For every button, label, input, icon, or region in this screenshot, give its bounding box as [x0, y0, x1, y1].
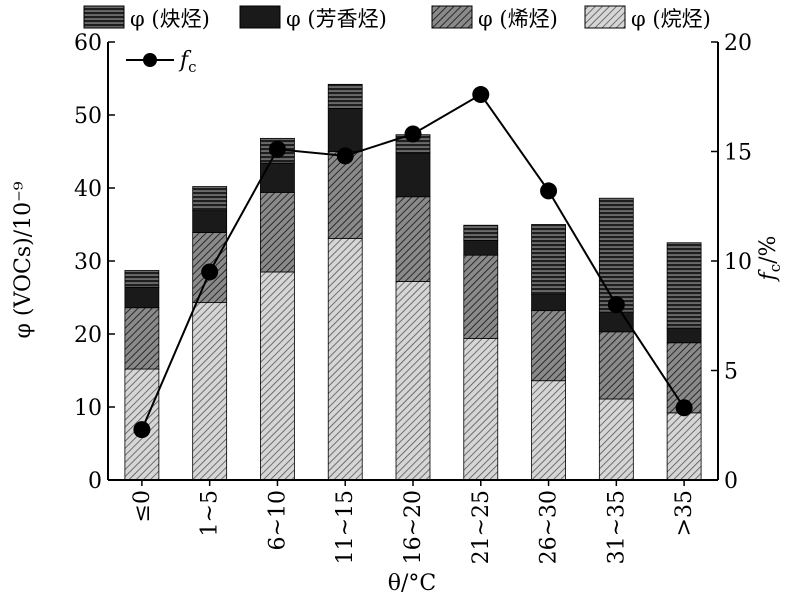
- x-axis-label: θ/°C: [388, 571, 437, 596]
- legend-label-aromatic: φ (芳香烃): [286, 7, 387, 31]
- y2-tick-label: 0: [724, 469, 738, 494]
- fc-point-1: [201, 263, 219, 281]
- y-tick-label: 10: [74, 396, 102, 421]
- legend-label-alkyne: φ (炔烃): [130, 7, 210, 31]
- y-tick-label: 20: [74, 323, 102, 348]
- legend-label-alkane: φ (烷烃): [631, 7, 711, 31]
- bar-segment-2-4: [395, 152, 431, 198]
- x-tick-label: 26~30: [537, 490, 562, 564]
- x-tick-label: 16~20: [401, 490, 426, 564]
- fc-point-7: [607, 296, 625, 314]
- bar-segment-0-4: [395, 281, 431, 481]
- bar-segment-1-2: [260, 191, 295, 273]
- bar-segment-2-6: [531, 294, 566, 312]
- x-tick-label: 31~35: [604, 490, 629, 564]
- bar-segment-2-2: [260, 162, 295, 193]
- bar-segment-2-5: [463, 240, 499, 256]
- bar-segment-2-3: [327, 108, 363, 152]
- bar-segment-1-7: [598, 331, 634, 400]
- bar-segment-1-0: [124, 307, 160, 370]
- legend-swatch-aromatic: [239, 5, 281, 29]
- y-tick-label: 50: [74, 104, 102, 129]
- x-tick-label: 21~25: [469, 490, 494, 564]
- y2-axis-label: fc/%: [756, 236, 784, 283]
- bar-segment-1-4: [395, 196, 431, 282]
- y2-tick-label: 15: [724, 141, 752, 166]
- fc-point-4: [404, 125, 422, 143]
- bar-segment-0-2: [260, 271, 295, 481]
- y-tick-label: 60: [74, 31, 102, 56]
- y-tick-label: 0: [88, 469, 102, 494]
- bar-segment-3-5: [463, 224, 499, 241]
- bar-segment-3-0: [124, 270, 160, 288]
- bar-segment-3-6: [531, 224, 566, 295]
- y2-tick-label: 20: [724, 31, 752, 56]
- y2-tick-label: 5: [724, 360, 738, 385]
- bar-segment-2-0: [124, 286, 160, 309]
- y-tick-label: 30: [74, 250, 102, 275]
- bar-segment-1-5: [463, 254, 499, 339]
- legend-swatch-alkane: [584, 5, 626, 29]
- legend-swatch-alkene: [431, 5, 473, 29]
- line-legend-marker: [143, 53, 157, 67]
- y-axis-label: φ (VOCs)/10⁻⁹: [11, 181, 36, 338]
- legend-label-alkene: φ (烯烃): [478, 7, 558, 31]
- fc-line: [133, 86, 693, 439]
- bar-segment-0-8: [666, 412, 702, 481]
- line-legend: fc: [126, 48, 197, 76]
- bar-segment-3-8: [666, 242, 702, 329]
- bar-segment-0-6: [531, 380, 566, 481]
- bar-segment-3-7: [598, 197, 634, 313]
- bar-segment-0-5: [463, 337, 499, 481]
- bar-segment-1-3: [327, 151, 363, 239]
- bar-segment-0-1: [192, 302, 228, 481]
- bar-segment-0-3: [327, 237, 363, 481]
- x-tick-label: 1~5: [198, 490, 223, 536]
- fc-point-3: [336, 147, 354, 165]
- fc-point-6: [540, 182, 558, 200]
- fc-point-8: [675, 399, 693, 417]
- x-tick-label: >35: [672, 490, 697, 536]
- bar-segment-3-1: [192, 186, 228, 212]
- bar-segment-0-7: [598, 398, 634, 481]
- y2-tick-label: 10: [724, 250, 752, 275]
- bar-segment-2-1: [192, 210, 228, 233]
- x-tick-label: 6~10: [265, 490, 290, 550]
- y-tick-label: 40: [74, 177, 102, 202]
- fc-point-5: [472, 86, 490, 104]
- legend: φ (炔烃) φ (芳香烃) φ (烯烃) φ (烷烃): [83, 5, 711, 31]
- bar-segment-3-3: [327, 83, 363, 109]
- bar-segment-1-6: [531, 310, 566, 382]
- fc-point-0: [133, 421, 151, 439]
- x-tick-label: ≤0: [130, 490, 155, 522]
- bar-segment-2-8: [666, 327, 702, 344]
- axes: 0 10 20 30 40 50 60 0 5 10 15 20 ≤0 1~5 6~10 11~15 16~20…: [74, 31, 752, 564]
- x-tick-label: 11~15: [333, 490, 358, 564]
- legend-swatch-alkyne: [83, 5, 125, 29]
- line-legend-label: fc: [178, 48, 197, 76]
- bars: [124, 83, 702, 481]
- fc-point-2: [268, 140, 286, 158]
